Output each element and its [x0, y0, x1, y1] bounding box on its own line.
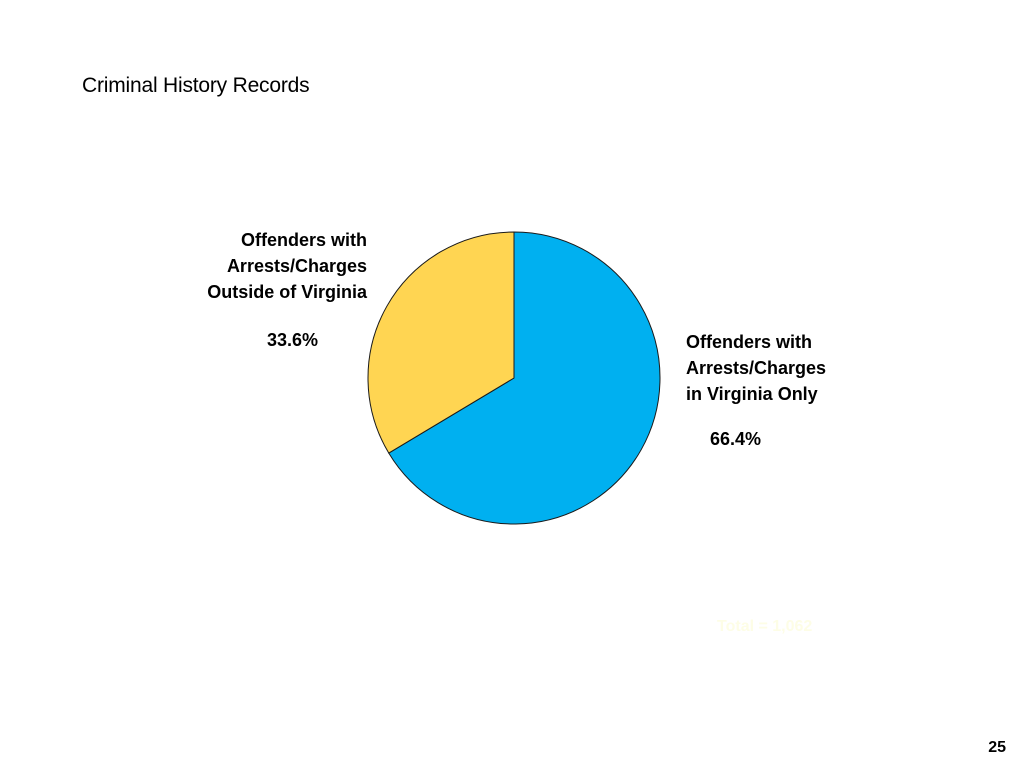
slice-label-line: Offenders with: [686, 332, 813, 352]
slice-value-virginia-only: 66.4%: [710, 429, 762, 449]
page-title: Criminal History Records: [82, 74, 310, 97]
total-note: Total = 1,062: [717, 618, 813, 635]
page-number: 25: [988, 739, 1006, 756]
slice-label-line: in Virginia Only: [686, 384, 818, 404]
slice-label-virginia-only: Offenders with Arrests/Charges in Virgin…: [686, 329, 906, 407]
slice-label-line: Outside of Virginia: [207, 282, 367, 302]
slice-label-line: Arrests/Charges: [226, 256, 367, 276]
slice-label-line: Arrests/Charges: [686, 358, 827, 378]
slice-label-line: Offenders with: [240, 230, 367, 250]
pie-slice-outside-virginia: [367, 231, 515, 454]
slice-value-outside-virginia: 33.6%: [267, 330, 319, 350]
slice-label-outside-virginia: Offenders with Arrests/Charges Outside o…: [147, 227, 367, 305]
pie-slice-virginia-only: [388, 231, 661, 525]
